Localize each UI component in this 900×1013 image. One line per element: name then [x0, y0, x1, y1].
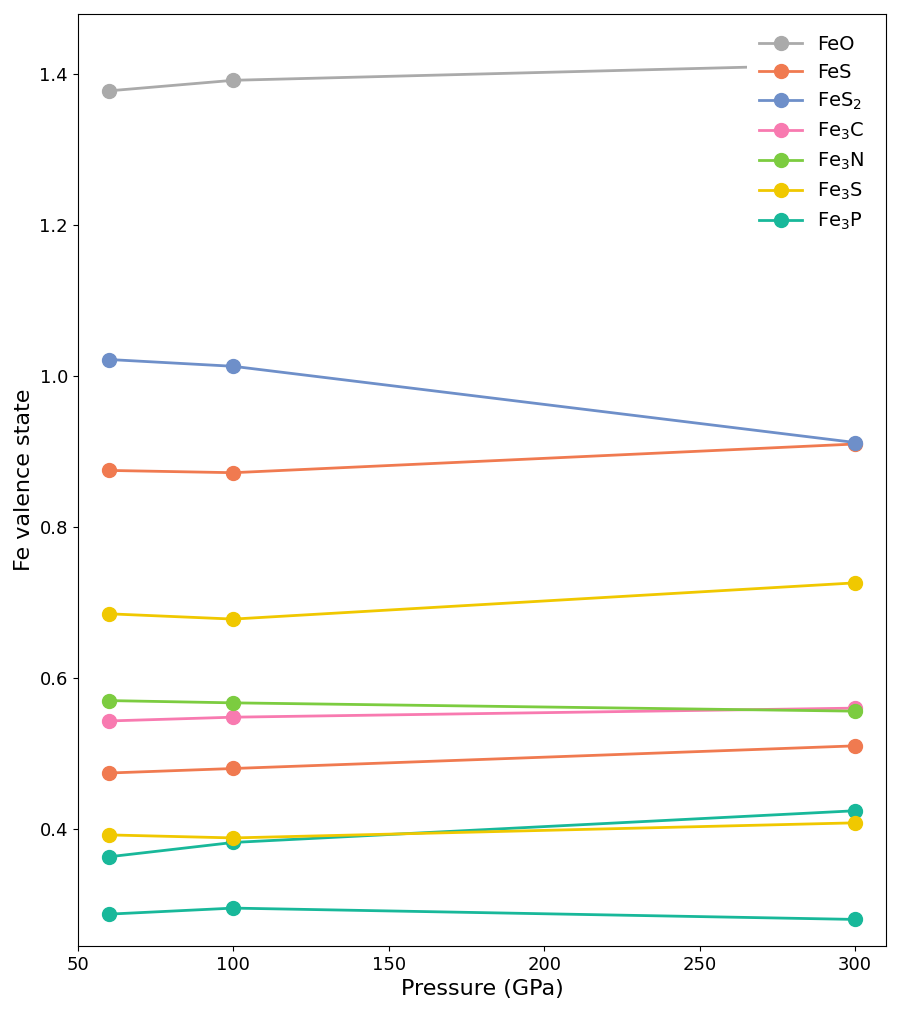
- Y-axis label: Fe valence state: Fe valence state: [14, 389, 34, 571]
- X-axis label: Pressure (GPa): Pressure (GPa): [400, 980, 563, 999]
- Legend: FeO, FeS, FeS$_2$, Fe$_3$C, Fe$_3$N, Fe$_3$S, Fe$_3$P: FeO, FeS, FeS$_2$, Fe$_3$C, Fe$_3$N, Fe$…: [748, 23, 877, 244]
